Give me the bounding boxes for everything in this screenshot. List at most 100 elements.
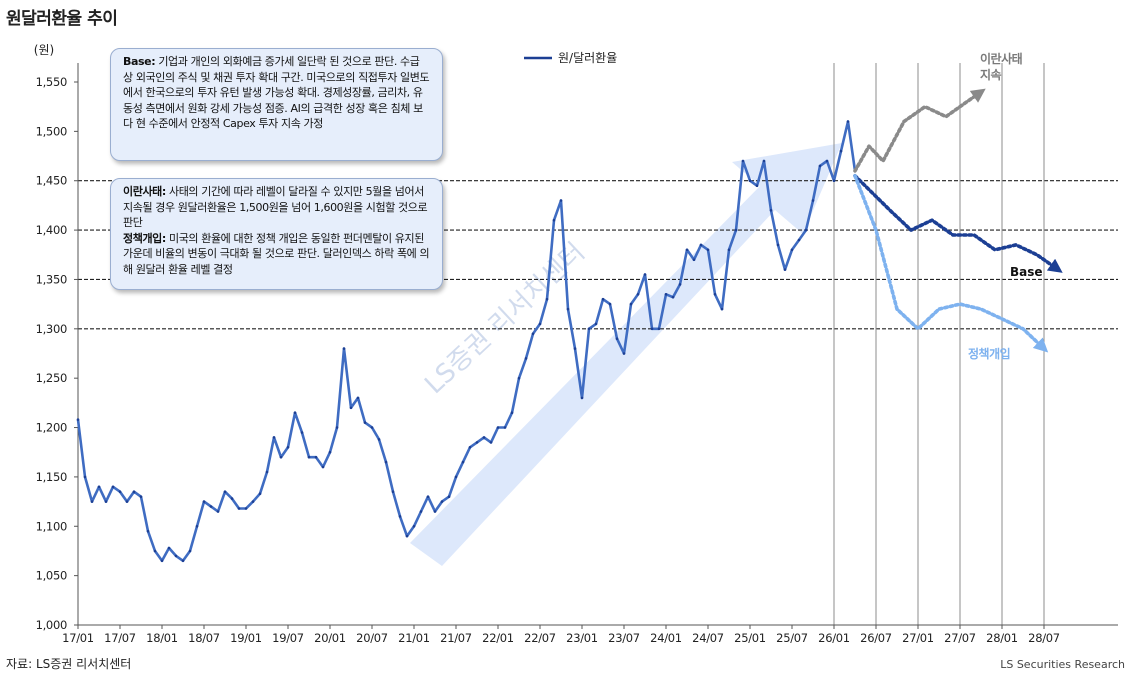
policy-callout-text: 미국의 환율에 대한 정책 개입은 동일한 펀더멘탈이 유지된 가운데 비율의 …: [123, 231, 430, 276]
data-point: [251, 500, 255, 503]
data-point: [545, 297, 549, 301]
data-point: [531, 332, 535, 336]
data-point: [685, 248, 689, 252]
data-point: [615, 337, 619, 341]
x-tick-label: 17/01: [62, 631, 94, 645]
x-tick-label: 21/01: [398, 631, 430, 645]
data-point: [370, 426, 374, 429]
data-point: [496, 426, 500, 429]
data-point: [762, 159, 766, 163]
x-tick-label: 18/01: [146, 631, 178, 645]
data-point: [258, 492, 262, 496]
data-point: [146, 529, 150, 533]
data-point: [636, 293, 640, 296]
data-point: [643, 273, 647, 276]
data-point: [594, 322, 598, 326]
data-point: [706, 248, 710, 252]
data-point: [622, 352, 626, 355]
data-point: [265, 470, 269, 474]
data-point: [713, 293, 717, 296]
data-point: [846, 120, 850, 123]
x-tick-label: 25/07: [776, 631, 808, 645]
data-point: [314, 455, 318, 459]
x-tick-label: 27/01: [902, 631, 934, 645]
data-point: [468, 446, 472, 449]
policy-scenario-label: 정책개입: [968, 346, 1010, 361]
base-scenario-label: Base: [1010, 265, 1043, 279]
x-tick-label: 21/07: [440, 631, 472, 645]
data-point: [230, 497, 234, 500]
data-point: [811, 199, 815, 202]
data-point: [286, 446, 290, 449]
x-tick-label: 22/07: [524, 631, 556, 645]
x-tick-label: 20/01: [314, 631, 346, 645]
data-point: [825, 159, 829, 163]
data-point: [482, 436, 486, 439]
y-tick-label: 1,400: [36, 223, 67, 237]
data-point: [132, 490, 136, 494]
data-point: [216, 510, 220, 513]
data-point: [657, 327, 661, 331]
iran-callout-text: 사태의 기간에 따라 레벨이 달라질 수 있지만 5월을 넘어서 지속될 경우 …: [123, 185, 428, 229]
data-point: [601, 297, 605, 301]
x-tick-label: 19/07: [272, 631, 304, 645]
y-tick-label: 1,450: [36, 174, 67, 188]
x-tick-label: 24/01: [650, 631, 682, 645]
data-point: [503, 426, 507, 429]
data-point: [328, 450, 332, 454]
y-tick-label: 1,150: [36, 470, 67, 484]
data-point: [412, 525, 416, 528]
data-point: [524, 357, 528, 360]
y-tick-label: 1,200: [36, 421, 67, 435]
data-point: [755, 184, 759, 187]
data-point: [97, 485, 101, 489]
data-point: [419, 510, 423, 513]
data-point: [118, 490, 122, 494]
data-point: [300, 431, 304, 434]
data-point: [111, 485, 115, 489]
x-tick-label: 28/07: [1028, 631, 1060, 645]
x-tick-label: 17/07: [104, 631, 136, 645]
data-point: [573, 347, 577, 350]
data-point: [384, 460, 388, 464]
data-point: [587, 327, 591, 331]
data-point: [174, 554, 178, 558]
data-point: [202, 500, 206, 503]
data-point: [797, 238, 801, 242]
data-point: [741, 159, 745, 163]
x-tick-label: 19/01: [230, 631, 262, 645]
x-tick-label: 26/07: [860, 631, 892, 645]
x-tick-label: 22/01: [482, 631, 514, 645]
data-point: [832, 179, 836, 182]
data-point: [405, 534, 409, 538]
data-point: [629, 302, 633, 306]
data-point: [580, 396, 584, 400]
data-point: [664, 293, 668, 296]
data-point: [433, 510, 437, 513]
trend-arrow-layer: [410, 143, 842, 566]
y-tick-label: 1,100: [36, 519, 67, 533]
data-point: [139, 495, 143, 499]
data-point: [440, 500, 444, 503]
data-point: [244, 507, 248, 510]
y-tick-label: 1,500: [36, 124, 67, 138]
axes: (원) 1,000 1,050 1,100 1,150 1,200 1,250 1,300 1,…: [34, 43, 1118, 645]
data-point: [209, 505, 213, 508]
iran-callout-label: 이란사태:: [123, 185, 166, 198]
data-point: [692, 258, 696, 262]
y-axis-unit-label: (원): [34, 43, 54, 57]
data-point: [90, 500, 94, 503]
data-point: [475, 441, 479, 444]
data-point: [804, 228, 808, 232]
data-point: [727, 248, 731, 252]
data-point: [377, 438, 381, 441]
data-point: [279, 455, 283, 459]
series-line-policy: [853, 174, 1049, 353]
data-point: [195, 525, 199, 528]
data-point: [321, 465, 325, 469]
data-point: [293, 411, 297, 415]
data-point: [356, 396, 360, 400]
series-layer: [76, 88, 1063, 563]
x-tick-label: 24/07: [692, 631, 724, 645]
data-point: [272, 436, 276, 439]
